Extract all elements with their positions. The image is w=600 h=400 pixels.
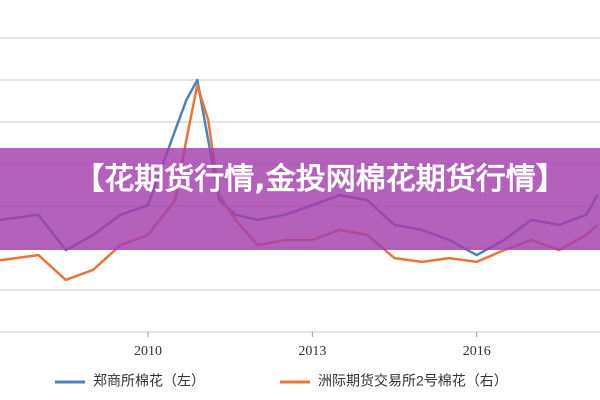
banner: 【花期货行情,金投网棉花期货行情】 xyxy=(0,148,600,250)
x-tick-label: 2016 xyxy=(463,344,491,359)
x-tick-label: 2013 xyxy=(298,344,326,359)
legend-label: 郑商所棉花（左） xyxy=(93,373,205,389)
legend-label: 洲际期货交易所2号棉花（右） xyxy=(318,373,508,389)
banner-text: 【花期货行情,金投网棉花期货行情】 xyxy=(74,162,566,197)
x-tick-label: 2010 xyxy=(134,344,162,359)
